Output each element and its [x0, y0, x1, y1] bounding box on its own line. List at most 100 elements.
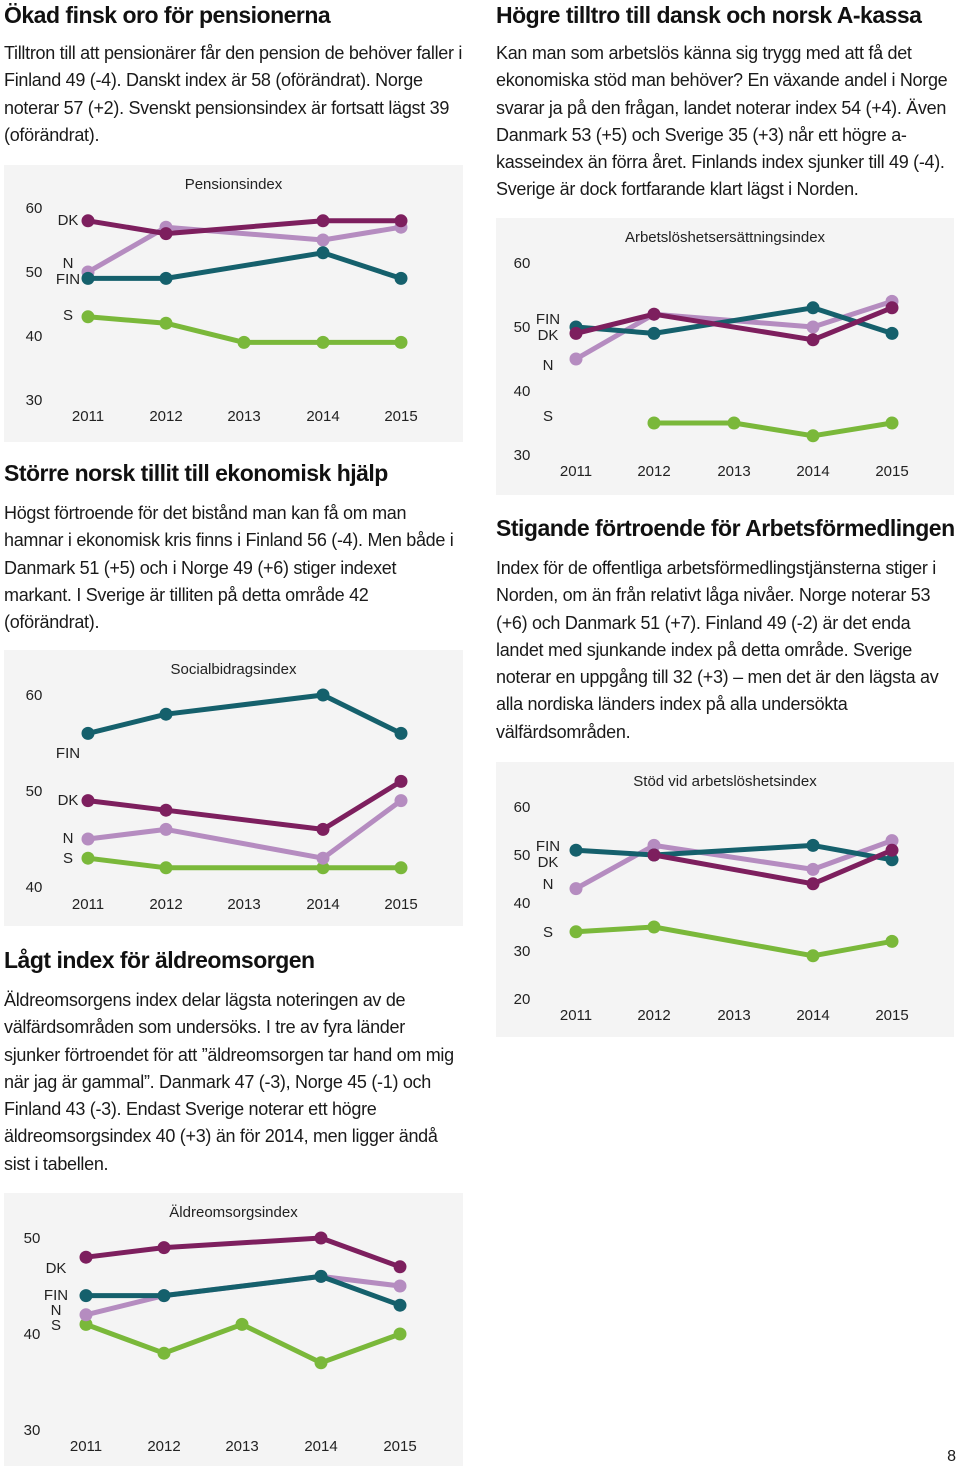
social-ytick-label: 50 — [26, 783, 43, 800]
elder-point-s — [79, 1317, 93, 1331]
arbetsform-point-n — [569, 882, 583, 896]
pension-ytick-label: 40 — [26, 328, 43, 345]
arbetsform-ytick-label: 30 — [514, 943, 531, 960]
pension-point-dk — [159, 227, 173, 241]
arbetsform-point-fin — [806, 838, 820, 852]
pension-series-label-n: N — [63, 255, 74, 272]
elder-point-n — [393, 1279, 407, 1293]
akassa-point-s — [806, 429, 820, 443]
elder-series-label-fin: FIN — [44, 1287, 68, 1304]
akassa-point-fin — [647, 326, 661, 340]
pension-series-line-n — [85, 224, 404, 275]
pension-series-line-dk — [85, 218, 404, 237]
social-ytick-label: 60 — [26, 687, 43, 704]
pension-ytick-label: 30 — [26, 392, 43, 409]
pension-point-s — [237, 335, 251, 349]
akassa-title: Arbetslöshetsersättningsindex — [625, 229, 826, 246]
akassa-series-line-dk — [573, 305, 895, 343]
social-point-fin — [81, 726, 95, 740]
social-point-n — [316, 851, 330, 865]
elder-text: Äldreomsorgens index delar lägsta noteri… — [4, 990, 454, 1174]
social-xtick-label: 2014 — [306, 896, 339, 913]
social-series-line-fin — [85, 692, 404, 736]
arbetsform-point-s — [647, 920, 661, 934]
akassa-series-line-fin — [573, 305, 895, 336]
akassa-series-label-dk: DK — [538, 327, 559, 344]
social-xtick-label: 2015 — [384, 896, 417, 913]
akassa-series-label-fin: FIN — [536, 311, 560, 328]
elder-point-s — [157, 1346, 171, 1360]
social-xtick-label: 2011 — [72, 896, 104, 913]
akassa-xtick-label: 2012 — [637, 463, 670, 480]
social-point-dk — [316, 822, 330, 836]
social-series-line-dk — [85, 778, 404, 832]
pension-point-s — [394, 335, 408, 349]
akassa-point-fin — [885, 326, 899, 340]
elder-ytick-label: 50 — [24, 1230, 41, 1247]
social-point-dk — [394, 774, 408, 788]
social-point-dk — [159, 803, 173, 817]
akassa-point-s — [647, 416, 661, 430]
social-series-label-s: S — [63, 850, 73, 867]
elder-series-label-n: N — [51, 1302, 62, 1319]
pension-series-label-fin: FIN — [56, 271, 80, 288]
arbetsform-series-label-s: S — [543, 924, 553, 941]
social-point-s — [81, 851, 95, 865]
social-svg: Socialbidragsindex 60 50 40 2011 2012 2013 2014… — [26, 661, 418, 913]
pension-xtick-label: 2012 — [149, 408, 182, 425]
social-series-label-dk: DK — [58, 792, 79, 809]
pension-point-dk — [394, 214, 408, 228]
social-point-s — [159, 861, 173, 875]
elder-point-s — [314, 1356, 328, 1370]
social-xtick-label: 2012 — [149, 896, 182, 913]
pension-series-label-dk: DK — [58, 212, 79, 229]
elder-xtick-label: 2012 — [147, 1438, 180, 1455]
arbetsform-series-label-dk: DK — [538, 854, 559, 871]
arbetsform-point-s — [569, 925, 583, 939]
elder-series-line-dk — [83, 1235, 403, 1270]
elder-xtick-label: 2013 — [225, 1438, 258, 1455]
akassa-point-n — [569, 352, 583, 366]
arbetsform-point-s — [885, 934, 899, 948]
akassa-point-n — [806, 320, 820, 334]
pension-ytick-label: 50 — [26, 264, 43, 281]
elder-point-s — [393, 1327, 407, 1341]
social-point-fin — [159, 707, 173, 721]
pension-point-fin — [316, 246, 330, 260]
arbetsform-series-label-fin: FIN — [536, 838, 560, 855]
social-xtick-label: 2013 — [227, 896, 260, 913]
pension-xtick-label: 2011 — [72, 408, 104, 425]
arbetsform-point-n — [806, 862, 820, 876]
elder-title: Äldreomsorgsindex — [169, 1204, 298, 1221]
social-title: Socialbidragsindex — [171, 661, 297, 678]
akassa-point-fin — [806, 301, 820, 315]
arbetsform-xtick-label: 2013 — [717, 1007, 750, 1024]
akassa-point-dk — [806, 333, 820, 347]
pension-series-label-s: S — [63, 307, 73, 324]
akassa-point-s — [885, 416, 899, 430]
akassa-ytick-label: 50 — [514, 319, 531, 336]
akassa-point-dk — [647, 307, 661, 321]
pension-xtick-label: 2014 — [306, 408, 339, 425]
akassa-svg: Arbetslöshetsersättningsindex 60 50 40 30 201… — [514, 229, 909, 480]
social-point-fin — [394, 726, 408, 740]
pension-heading: Ökad finsk oro för pensionerna — [4, 2, 331, 28]
akassa-ytick-label: 30 — [514, 447, 531, 464]
pension-text: Tilltron till att pensionärer får den pe… — [4, 43, 463, 145]
arbetsform-point-dk — [647, 848, 661, 862]
arbetsform-ytick-label: 50 — [514, 847, 531, 864]
elder-point-fin — [79, 1289, 93, 1303]
social-series-label-n: N — [63, 830, 74, 847]
social-chart: Socialbidragsindex 60 50 40 2011 2012 2013 2014… — [4, 650, 463, 926]
pension-xtick-label: 2013 — [227, 408, 260, 425]
arbetsform-title: Stöd vid arbetslöshetsindex — [633, 773, 817, 790]
elder-chart: Äldreomsorgsindex 50 40 30 2011 2012 2013 2014 2… — [4, 1193, 463, 1466]
elder-xtick-label: 2015 — [383, 1438, 416, 1455]
akassa-xtick-label: 2015 — [875, 463, 908, 480]
social-ytick-label: 40 — [26, 879, 43, 896]
elder-series-label-dk: DK — [46, 1260, 67, 1277]
elder-point-dk — [393, 1260, 407, 1274]
akassa-xtick-label: 2014 — [796, 463, 829, 480]
akassa-heading: Högre tilltro till dansk och norsk A-kas… — [496, 2, 922, 28]
akassa-series-line-s — [651, 420, 895, 439]
